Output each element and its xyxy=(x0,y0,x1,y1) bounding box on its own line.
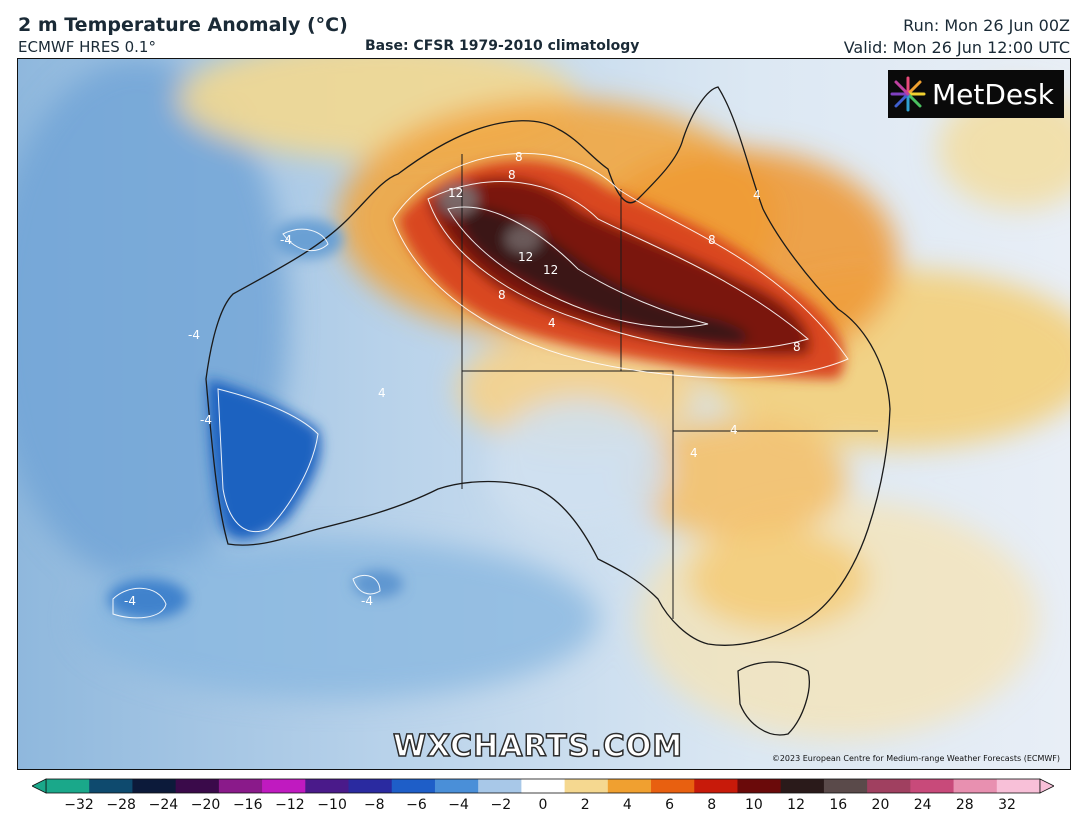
contour-label-12: 12 xyxy=(448,186,463,200)
contour-label-8: 8 xyxy=(508,168,516,182)
colorbar-cell xyxy=(564,779,609,793)
model-label: ECMWF HRES 0.1° xyxy=(18,38,156,56)
colorbar-tick-label: −32 xyxy=(64,797,94,813)
anomaly-map[interactable]: 12 8 8 12 12 8 4 8 8 4 4 4 4 -4 -4 -4 -4… xyxy=(17,58,1071,770)
colorbar-cell xyxy=(434,779,479,793)
colorbar-ticks: −32 −28 −24 −20 −16 −12 −10 −8 −6 −4 −2 0 2 4 6 8 10 12 16… xyxy=(0,797,1088,819)
contour-label-8: 8 xyxy=(708,233,716,247)
contour-label-12: 12 xyxy=(518,250,533,264)
contour-label-8: 8 xyxy=(498,288,506,302)
contour-label-8: 8 xyxy=(793,340,801,354)
colorbar-tick-label: 24 xyxy=(913,797,932,813)
colorbar-cell xyxy=(218,779,263,793)
colorbar-tick-label: 0 xyxy=(538,797,548,813)
run-time: Run: Mon 26 Jun 00Z xyxy=(903,16,1070,35)
state-borders xyxy=(461,154,878,619)
colorbar-tick-label: 6 xyxy=(665,797,674,813)
contour-label-neg4: -4 xyxy=(124,594,136,608)
colorbar-cell xyxy=(348,779,393,793)
climatology-base: Base: CFSR 1979-2010 climatology xyxy=(365,38,640,54)
colorbar-cell xyxy=(996,779,1041,793)
coastline xyxy=(205,86,891,736)
valid-time: Valid: Mon 26 Jun 12:00 UTC xyxy=(843,38,1070,57)
contour-label-neg4: -4 xyxy=(188,328,200,342)
colorbar-cell xyxy=(478,779,522,793)
copyright-credit: ©2023 European Centre for Medium-range W… xyxy=(771,754,1060,763)
map-canvas: 12 8 8 12 12 8 4 8 8 4 4 4 4 -4 -4 -4 -4… xyxy=(18,59,1070,769)
colorbar-tick-label: 12 xyxy=(787,797,805,813)
colorbar-cell xyxy=(780,779,825,793)
contour-label-neg4: -4 xyxy=(200,413,212,427)
colorbar-tick-label: −6 xyxy=(406,797,427,813)
logo-text: MetDesk xyxy=(932,77,1054,111)
colorbar-tick-label: 10 xyxy=(744,797,763,813)
colorbar-tick-label: −20 xyxy=(190,797,221,813)
metdesk-logo: MetDesk xyxy=(888,70,1064,118)
colorbar-cell xyxy=(46,779,90,793)
contour-label-neg4: -4 xyxy=(280,233,292,247)
colorbar-cell xyxy=(262,779,306,793)
colorbar-cell xyxy=(175,779,220,793)
contours xyxy=(112,153,849,619)
colorbar-tick-label: −10 xyxy=(317,797,347,813)
watermark: WXCHARTS.COM xyxy=(392,728,684,765)
colorbar-tick-label: −2 xyxy=(490,797,512,813)
colorbar-cell xyxy=(953,779,998,793)
colorbar-cell xyxy=(391,779,436,793)
colorbar-cell xyxy=(521,779,566,793)
contour-label-8: 8 xyxy=(515,150,523,164)
colorbar-cell xyxy=(737,779,782,793)
colorbar-tick-label: −12 xyxy=(275,797,305,813)
colorbar-cell xyxy=(89,779,133,793)
colorbar-cell xyxy=(651,779,695,793)
contour-label-4: 4 xyxy=(753,188,761,202)
metdesk-burst-icon xyxy=(890,76,926,112)
colorbar-tick-label: −24 xyxy=(148,797,179,813)
colorbar-tick-label: 8 xyxy=(707,797,717,813)
colorbar-cell xyxy=(694,779,738,793)
colorbar-tick-label: 4 xyxy=(622,797,632,813)
contour-label-4: 4 xyxy=(690,446,698,460)
colorbar-tick-label: −16 xyxy=(232,797,263,813)
cold-core xyxy=(108,219,403,619)
contour-labels: 12 8 8 12 12 8 4 8 8 4 4 4 4 -4 -4 -4 -4… xyxy=(124,150,801,608)
colorbar-cell xyxy=(910,779,955,793)
colorbar-cell xyxy=(132,779,177,793)
contour-label-4: 4 xyxy=(378,386,386,400)
colorbar-max-arrow xyxy=(1039,778,1054,794)
colorbar-tick-label: 32 xyxy=(998,797,1016,813)
colorbar-tick-label: 20 xyxy=(871,797,890,813)
colorbar-cell xyxy=(607,779,652,793)
contour-label-4: 4 xyxy=(730,423,738,437)
colorbar-tick-label: 2 xyxy=(580,797,590,813)
contour-label-4: 4 xyxy=(548,316,556,330)
colorbar-cell xyxy=(867,779,911,793)
contour-label-12: 12 xyxy=(543,263,558,277)
colorbar-tick-label: 16 xyxy=(829,797,848,813)
colorbar-tick-label: 28 xyxy=(955,797,974,813)
colorbar-tick-label: −28 xyxy=(106,797,136,813)
colorbar-tick-label: −8 xyxy=(363,797,385,813)
colorbar xyxy=(32,778,1054,794)
contour-label-neg4: -4 xyxy=(361,594,373,608)
colorbar-cell xyxy=(823,779,868,793)
map-title: 2 m Temperature Anomaly (°C) xyxy=(18,14,348,36)
colorbar-cell xyxy=(305,779,350,793)
colorbar-tick-label: −4 xyxy=(448,797,469,813)
colorbar-min-arrow xyxy=(32,778,47,794)
